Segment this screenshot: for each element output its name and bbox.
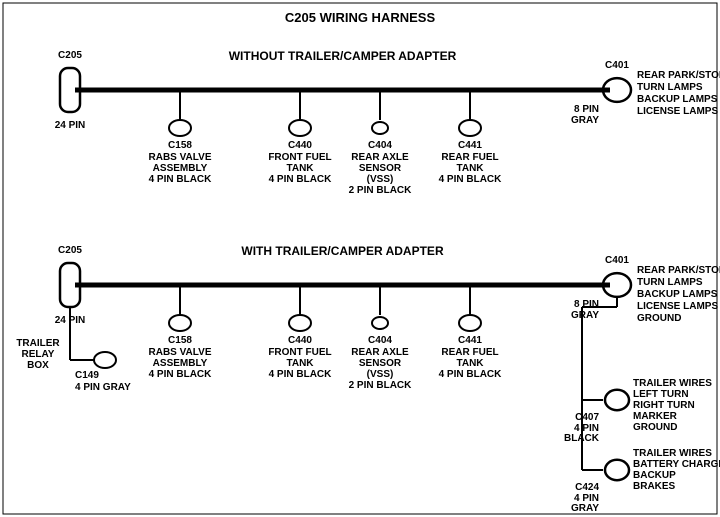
connector-pins: GRAY <box>571 310 599 321</box>
connector-label: C149 <box>75 370 99 381</box>
connector-circle <box>605 390 629 410</box>
relay-box-label: BOX <box>27 360 49 371</box>
connector-pins: GRAY <box>571 115 599 126</box>
drop-desc: RABS VALVE <box>149 152 212 163</box>
drop-desc: REAR AXLE <box>351 152 409 163</box>
drop-label: C440 <box>288 140 312 151</box>
drop-desc: (VSS) <box>367 369 394 380</box>
connector-label: C407 <box>575 412 599 423</box>
connector-pins: 8 PIN <box>574 299 599 310</box>
drop-label: C158 <box>168 335 192 346</box>
drop-desc: TANK <box>286 163 314 174</box>
signal-label: BACKUP <box>633 470 676 481</box>
drop-desc: FRONT FUEL <box>268 347 331 358</box>
drop-desc: 4 PIN BLACK <box>269 369 333 380</box>
signal-label: LICENSE LAMPS <box>637 106 718 117</box>
drop-connector <box>169 120 191 136</box>
drop-connector <box>289 315 311 331</box>
drop-label: C158 <box>168 140 192 151</box>
drop-desc: RABS VALVE <box>149 347 212 358</box>
drop-desc: 4 PIN BLACK <box>439 369 503 380</box>
relay-box-label: RELAY <box>22 349 55 360</box>
section-subtitle: WITH TRAILER/CAMPER ADAPTER <box>241 244 444 258</box>
signal-label: REAR PARK/STOP <box>637 265 720 276</box>
signal-label: LEFT TURN <box>633 389 689 400</box>
drop-desc: 4 PIN BLACK <box>269 174 333 185</box>
signal-label: TRAILER WIRES <box>633 448 712 459</box>
signal-label: BRAKES <box>633 481 676 492</box>
drop-desc: 2 PIN BLACK <box>349 380 413 391</box>
drop-desc: REAR FUEL <box>441 347 498 358</box>
wiring-diagram: C205 WIRING HARNESS WITHOUT TRAILER/CAMPE… <box>0 0 720 517</box>
drop-connector <box>169 315 191 331</box>
signal-label: GROUND <box>633 422 677 433</box>
drop-desc: 4 PIN BLACK <box>149 174 213 185</box>
diagram-title: C205 WIRING HARNESS <box>285 10 436 25</box>
drop-connector <box>459 120 481 136</box>
drop-desc: 4 PIN BLACK <box>439 174 503 185</box>
signal-label: LICENSE LAMPS <box>637 301 718 312</box>
drop-desc: FRONT FUEL <box>268 152 331 163</box>
drop-label: C440 <box>288 335 312 346</box>
signal-label: MARKER <box>633 411 678 422</box>
signal-label: REAR PARK/STOP <box>637 70 720 81</box>
drop-connector <box>94 352 116 368</box>
signal-label: BACKUP LAMPS <box>637 94 718 105</box>
signal-label: TURN LAMPS <box>637 82 703 93</box>
drop-label: C441 <box>458 140 482 151</box>
drop-connector <box>372 317 388 329</box>
drop-label: C441 <box>458 335 482 346</box>
drop-desc: 2 PIN BLACK <box>349 185 413 196</box>
connector-label: C205 <box>58 50 82 61</box>
signal-label: RIGHT TURN <box>633 400 695 411</box>
connector-circle <box>605 460 629 480</box>
connector-pins: GRAY <box>571 503 599 514</box>
section-subtitle: WITHOUT TRAILER/CAMPER ADAPTER <box>229 49 457 63</box>
drop-label: C404 <box>368 140 392 151</box>
signal-label: TRAILER WIRES <box>633 378 712 389</box>
connector-label: C401 <box>605 60 629 71</box>
signal-label: BATTERY CHARGE <box>633 459 720 470</box>
signal-label: TURN LAMPS <box>637 277 703 288</box>
connector-pins: BLACK <box>564 433 600 444</box>
drop-desc: TANK <box>456 358 484 369</box>
drop-connector <box>459 315 481 331</box>
drop-label: C404 <box>368 335 392 346</box>
drop-desc: SENSOR <box>359 163 402 174</box>
drop-desc: REAR AXLE <box>351 347 409 358</box>
connector-pins: 8 PIN <box>574 104 599 115</box>
drop-desc: ASSEMBLY <box>153 163 208 174</box>
connector-pins: 24 PIN <box>55 120 86 131</box>
connector-label: C401 <box>605 255 629 266</box>
signal-label: GROUND <box>637 313 681 324</box>
drop-desc: ASSEMBLY <box>153 358 208 369</box>
drop-desc: 4 PIN BLACK <box>149 369 213 380</box>
drop-connector <box>372 122 388 134</box>
connector-label: C205 <box>58 245 82 256</box>
drop-desc: TANK <box>456 163 484 174</box>
drop-connector <box>289 120 311 136</box>
drop-desc: TANK <box>286 358 314 369</box>
connector-pins: 4 PIN GRAY <box>75 382 131 393</box>
drop-desc: (VSS) <box>367 174 394 185</box>
relay-box-label: TRAILER <box>16 338 60 349</box>
drop-desc: REAR FUEL <box>441 152 498 163</box>
drop-desc: SENSOR <box>359 358 402 369</box>
connector-label: C424 <box>575 482 599 493</box>
signal-label: BACKUP LAMPS <box>637 289 718 300</box>
